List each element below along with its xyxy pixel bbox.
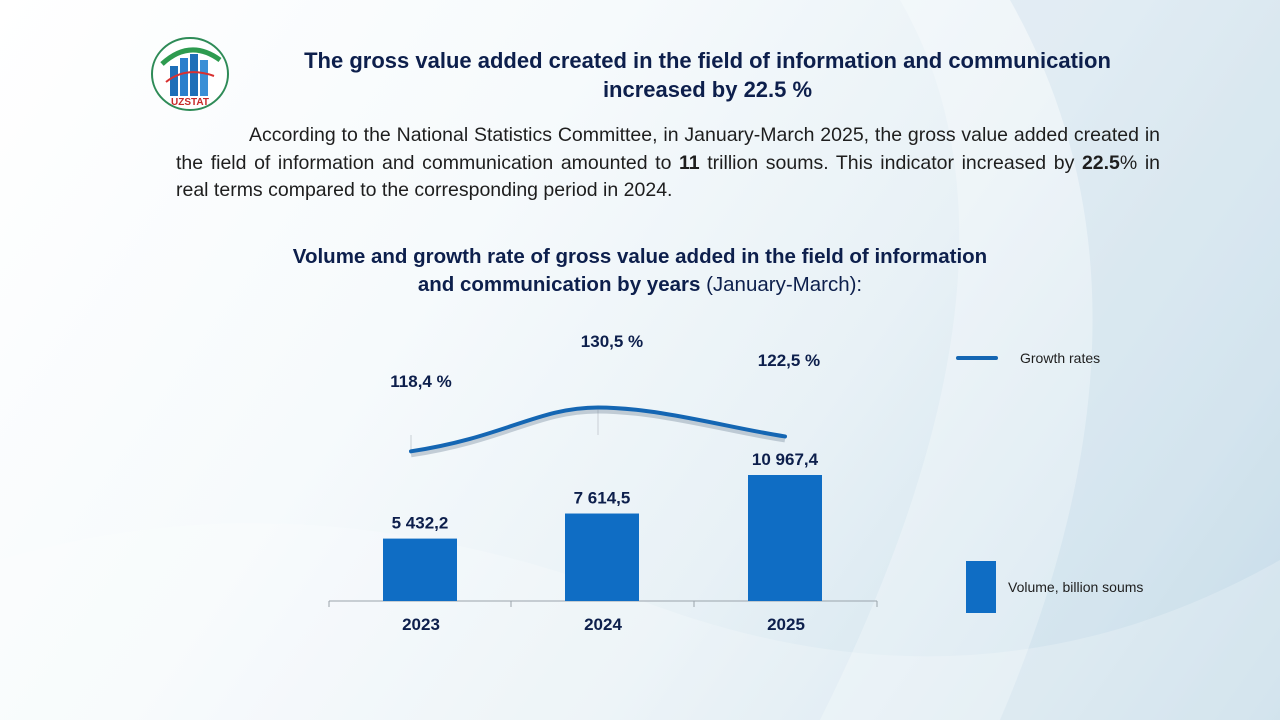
uzstat-logo-icon: UZSTAT <box>151 37 229 111</box>
bar-2024 <box>565 513 639 601</box>
growth-rate-label: 130,5 % <box>581 332 643 351</box>
bar-value-label: 7 614,5 <box>574 489 631 508</box>
logo-text: UZSTAT <box>171 97 209 108</box>
bar-2025 <box>748 475 822 601</box>
paragraph-bold-percent: 22.5 <box>1081 151 1120 174</box>
bar-value-label: 5 432,2 <box>392 514 449 533</box>
growth-rate-label: 118,4 % <box>390 372 451 391</box>
legend-growth-rates: Growth rates <box>956 350 1100 366</box>
paragraph-text-3: % in real terms compared to the correspo… <box>176 151 1160 202</box>
growth-rate-line <box>409 405 787 454</box>
headline-line-1: The gross value added created in the fie… <box>304 48 1111 73</box>
paragraph-bold-value: 11 <box>679 151 700 174</box>
growth-rate-label: 122,5 % <box>758 351 820 370</box>
paragraph-text-2: trillion soums. This indicator increased… <box>699 151 1082 174</box>
headline: The gross value added created in the fie… <box>255 46 1160 104</box>
paragraph-text-1: According to the National Statistics Com… <box>176 124 1160 174</box>
summary-paragraph: According to the National Statistics Com… <box>176 122 1160 205</box>
chart-title-suffix: (January-March): <box>700 273 863 296</box>
legend-growth-label: Growth rates <box>1020 350 1101 366</box>
chart-title: Volume and growth rate of gross value ad… <box>200 243 1080 299</box>
x-tick-label: 2023 <box>402 615 440 634</box>
legend-volume-label: Volume, billion soums <box>1008 579 1144 595</box>
bar-value-label: 10 967,4 <box>752 450 819 469</box>
legend-bar-swatch <box>966 561 996 613</box>
x-tick-label: 2024 <box>584 615 622 634</box>
legend-line-swatch <box>956 356 998 360</box>
uzstat-logo: UZSTAT <box>150 36 230 112</box>
chart-title-line-2: and communication by years <box>417 273 701 296</box>
chart-title-line-1: Volume and growth rate of gross value ad… <box>292 245 988 268</box>
growth-line-shadow <box>410 407 786 458</box>
headline-line-2: increased by 22.5 % <box>602 77 813 102</box>
legend-volume: Volume, billion soums <box>966 561 1143 613</box>
x-tick-label: 2025 <box>767 615 805 634</box>
bar-2023 <box>383 538 457 601</box>
